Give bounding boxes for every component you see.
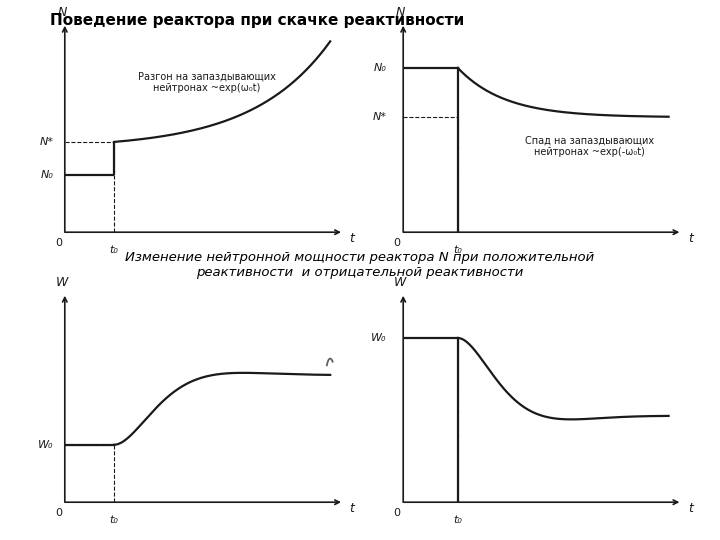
Text: t₀: t₀ — [109, 515, 119, 524]
Text: t: t — [688, 232, 693, 245]
Text: t: t — [349, 232, 354, 245]
Text: 0: 0 — [393, 238, 400, 248]
Text: 0: 0 — [393, 508, 400, 518]
Text: t₀: t₀ — [454, 515, 462, 524]
Text: 0: 0 — [55, 238, 62, 248]
Text: W₀: W₀ — [38, 440, 54, 450]
Text: Поведение реактора при скачке реактивности: Поведение реактора при скачке реактивнос… — [50, 14, 464, 29]
Text: Разгон на запаздывающих
нейтронах ~exp(ω₀t): Разгон на запаздывающих нейтронах ~exp(ω… — [138, 72, 276, 93]
Text: N*: N* — [40, 137, 54, 147]
Text: Спад на запаздывающих
нейтронах ~exp(-ω₀t): Спад на запаздывающих нейтронах ~exp(-ω₀… — [525, 135, 654, 157]
Text: t₀: t₀ — [109, 245, 119, 254]
Text: W: W — [56, 276, 68, 289]
Text: t: t — [349, 502, 354, 515]
Text: t: t — [688, 502, 693, 515]
Text: W: W — [395, 276, 407, 289]
Text: Изменение нейтронной мощности реактора N при положительной
реактивности  и отриц: Изменение нейтронной мощности реактора N… — [125, 251, 595, 279]
Text: N*: N* — [373, 112, 387, 122]
Text: t₀: t₀ — [454, 245, 462, 254]
Text: 0: 0 — [55, 508, 62, 518]
Text: N: N — [396, 6, 405, 19]
Text: N: N — [58, 6, 67, 19]
Text: W₀: W₀ — [372, 333, 387, 343]
Text: N₀: N₀ — [41, 170, 54, 180]
Text: N₀: N₀ — [374, 63, 387, 73]
